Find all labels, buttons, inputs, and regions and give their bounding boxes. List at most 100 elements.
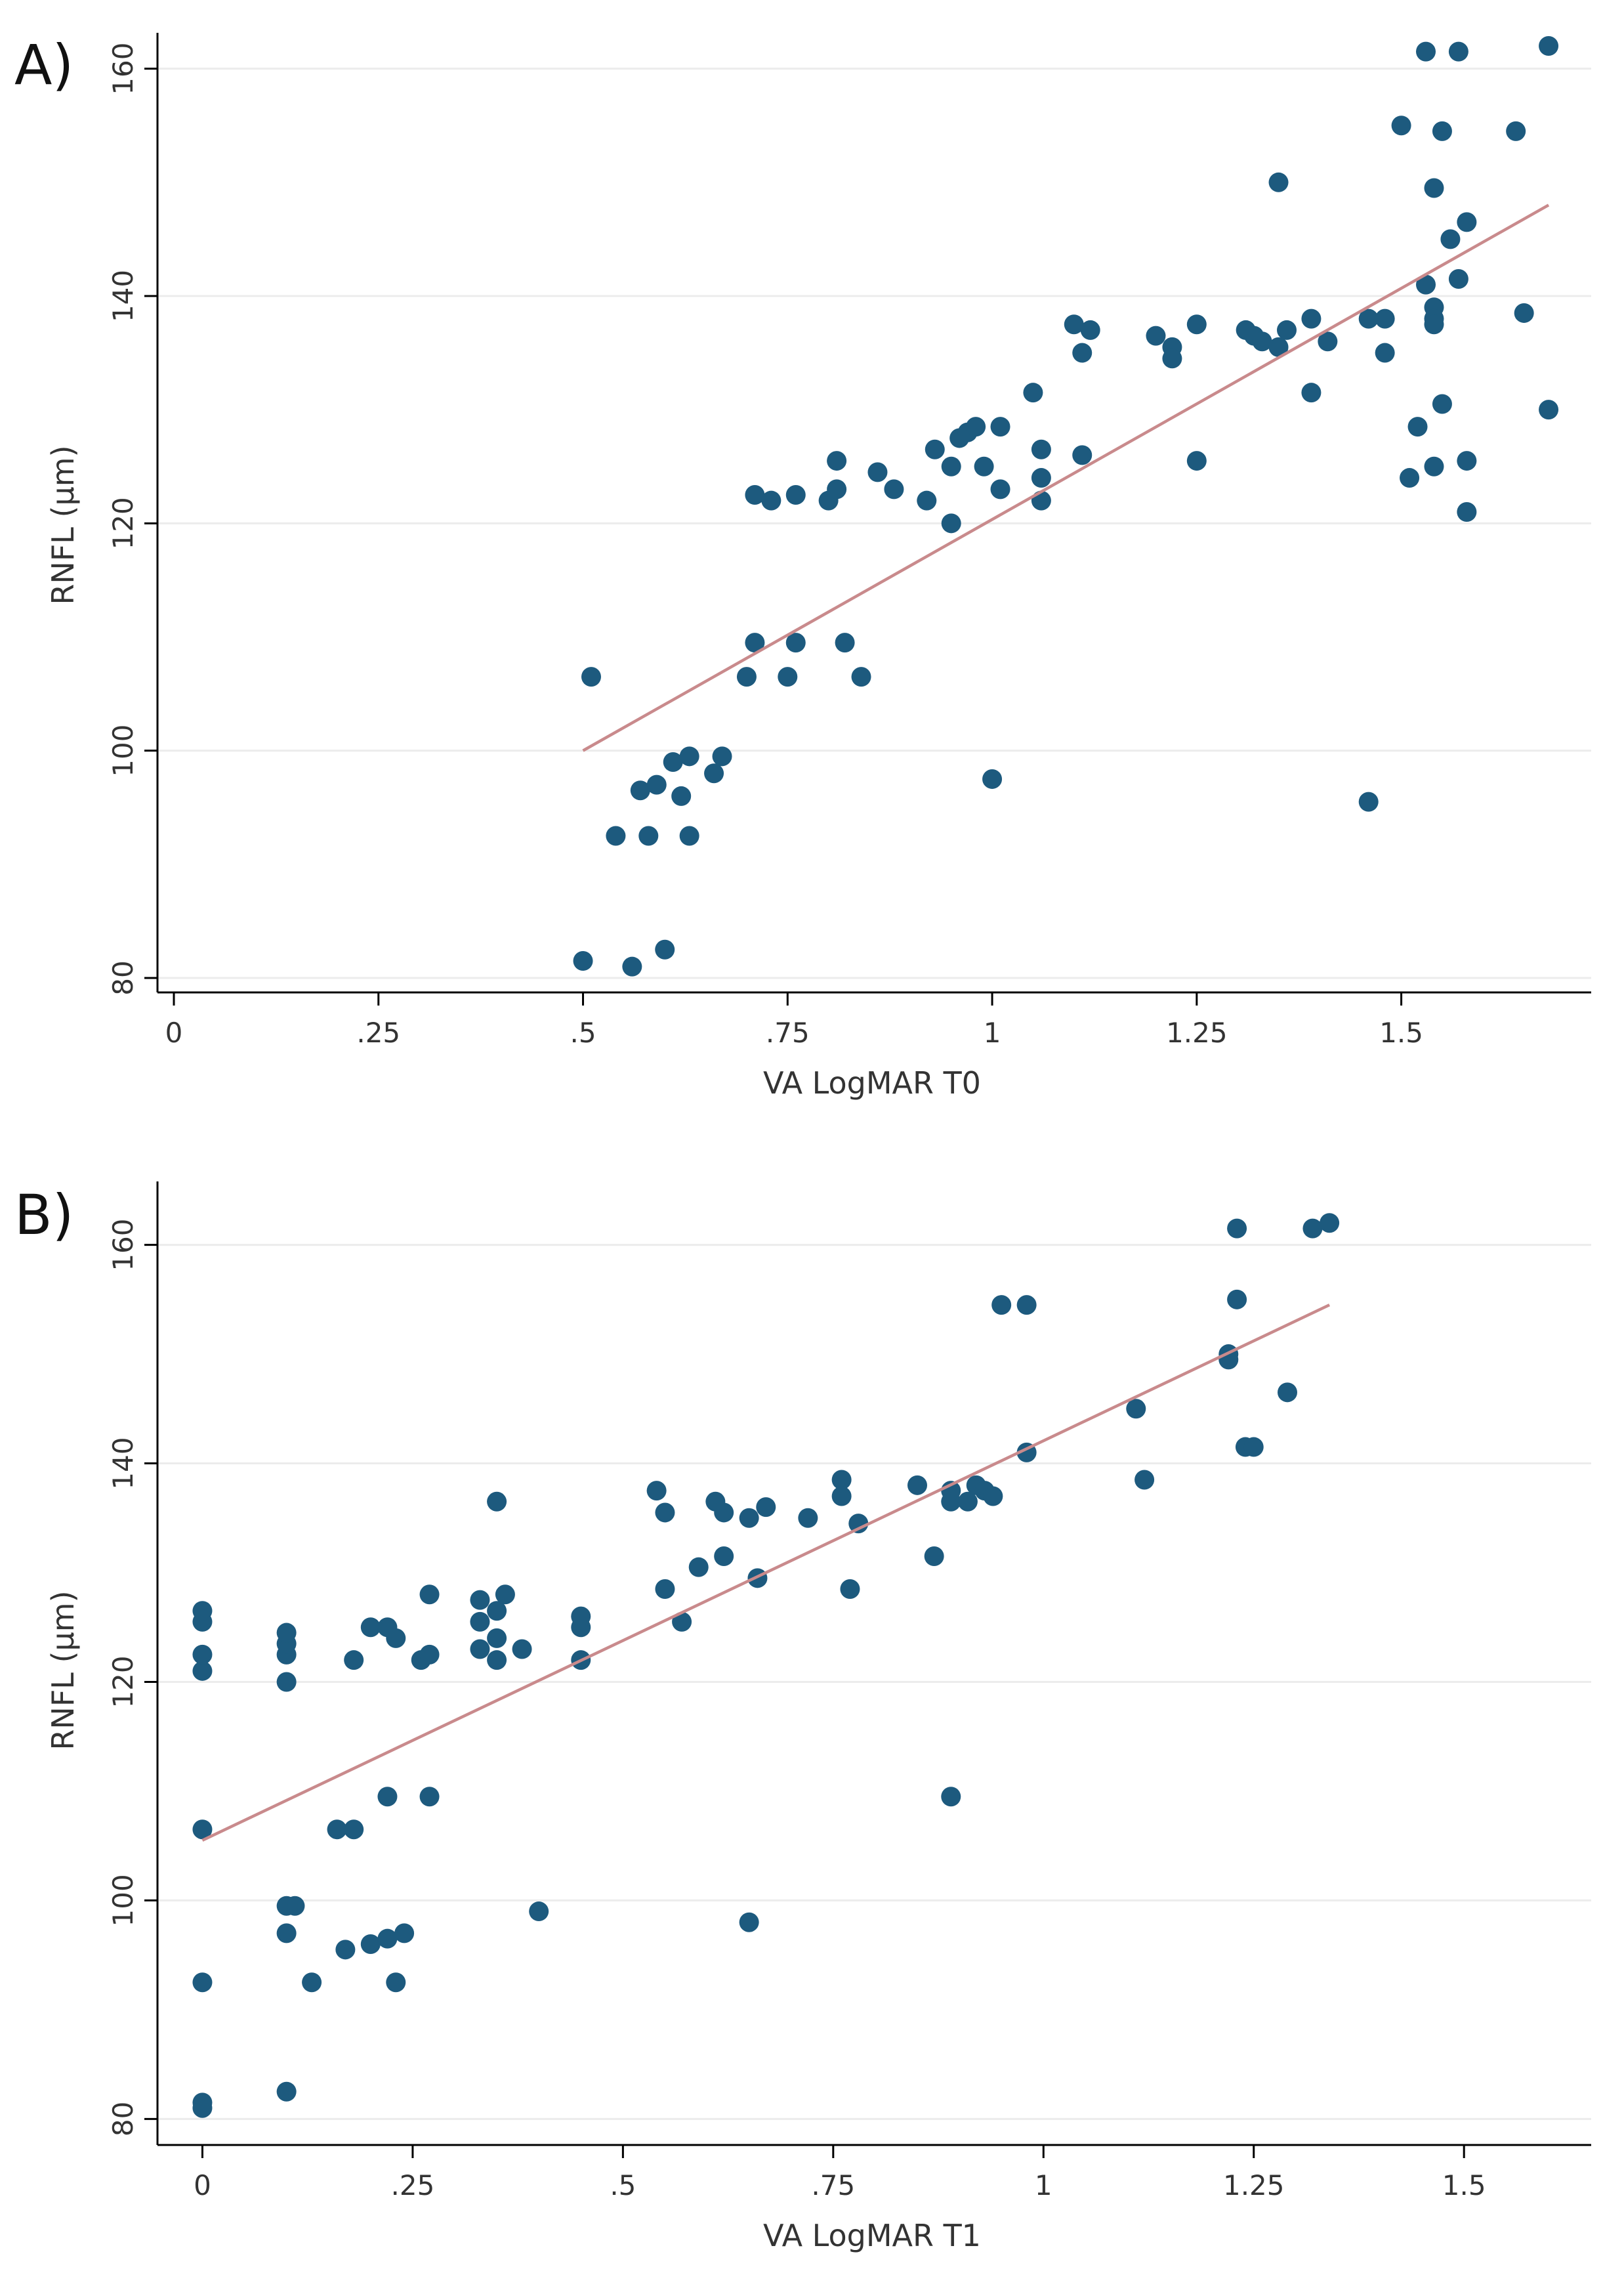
panel-a-point <box>1424 314 1444 335</box>
panel-b-point <box>957 1491 978 1512</box>
panel-a-point <box>1277 320 1297 340</box>
panel-b-point <box>394 1923 415 1943</box>
panel-b-axes <box>156 1181 1591 2146</box>
panel-b-point <box>487 1601 507 1621</box>
panel-b-x-tick-label-0: 0 <box>194 2169 211 2201</box>
scatter-panel-a: A) 0 .25 .5 .75 1 1.25 1.5 80 100 120 140 160 VA L… <box>14 33 1591 1101</box>
panel-a-point <box>704 763 724 784</box>
panel-b-point <box>487 1650 507 1670</box>
panel-a-point <box>679 826 699 846</box>
panel-b-point <box>1302 1218 1323 1239</box>
panel-a-points <box>573 36 1559 977</box>
panel-b-point <box>386 1972 406 1993</box>
panel-b-point <box>495 1584 515 1605</box>
panel-b-point <box>907 1475 927 1495</box>
panel-a-point <box>1448 269 1468 289</box>
panel-b-point <box>470 1611 490 1632</box>
panel-b-point <box>192 1972 213 1993</box>
panel-b-point <box>344 1650 364 1670</box>
panel-a-point <box>778 667 798 687</box>
panel-b-point <box>386 1628 406 1648</box>
panel-a-point <box>835 633 855 653</box>
panel-a-point <box>1318 331 1338 352</box>
panel-b-point <box>714 1502 734 1523</box>
panel-b-point <box>487 1491 507 1512</box>
panel-a-point <box>1424 456 1444 477</box>
panel-a-axes <box>156 33 1591 994</box>
panel-a-point <box>1031 439 1051 459</box>
panel-b-point <box>739 1912 759 1932</box>
panel-b-x-tick-label-1.5: 1.5 <box>1442 2169 1486 2201</box>
panel-a-y-tick-label-140: 140 <box>107 270 139 322</box>
panel-b-point <box>1135 1470 1155 1490</box>
panel-a-point <box>638 826 659 846</box>
panel-b-x-tick-label-.25: .25 <box>391 2169 435 2201</box>
panel-a-point <box>884 479 904 499</box>
panel-a-point <box>655 939 675 960</box>
panel-a-point <box>671 786 692 806</box>
panel-a-gridlines <box>159 68 1591 979</box>
panel-a-point <box>990 417 1010 437</box>
panel-a-x-tick-label-1: 1 <box>984 1017 1001 1049</box>
panel-a-point <box>917 490 937 511</box>
panel-b-point <box>470 1590 490 1610</box>
panel-a-point <box>1072 445 1093 465</box>
panel-b-y-axis-title: RNFL (μm) <box>45 1590 81 1750</box>
panel-b-point <box>655 1502 675 1523</box>
panel-a-point <box>1146 326 1166 346</box>
panel-a-point <box>663 752 683 772</box>
panel-a-point <box>1457 502 1477 522</box>
panel-b-point <box>714 1546 734 1567</box>
panel-b-point <box>335 1940 356 1960</box>
panel-a-point <box>1416 41 1436 62</box>
panel-a-y-tick-label-80: 80 <box>107 960 139 995</box>
panel-b-point <box>571 1606 591 1626</box>
panel-a-y-axis-title: RNFL (μm) <box>45 445 81 605</box>
panel-a-point <box>1375 343 1395 363</box>
panel-a-point <box>1432 394 1452 414</box>
panel-b-point <box>924 1546 944 1567</box>
panel-a-point <box>1358 792 1379 812</box>
panel-a-point <box>1539 36 1559 56</box>
panel-b-x-ticks: 0 .25 .5 .75 1 1.25 1.5 <box>194 2145 1486 2201</box>
panel-a-point <box>581 667 601 687</box>
panel-a-x-axis-title: VA LogMAR T0 <box>763 1065 981 1101</box>
panel-b-point <box>327 1819 347 1840</box>
panel-a-point <box>630 780 650 801</box>
panel-b-point <box>487 1628 507 1648</box>
panel-b-point <box>192 1644 213 1665</box>
panel-a-point <box>974 456 994 477</box>
panel-b-x-tick-label-.5: .5 <box>610 2169 636 2201</box>
panel-a-point <box>736 667 757 687</box>
panel-a-point <box>1252 331 1272 352</box>
panel-a-point <box>1358 308 1379 329</box>
panel-b-points <box>192 1213 1340 2118</box>
panel-b-point <box>983 1486 1003 1506</box>
panel-a-point <box>1432 121 1452 141</box>
panel-a-point <box>966 417 986 437</box>
panel-b-point <box>1320 1213 1340 1233</box>
panel-b-x-tick-label-1.25: 1.25 <box>1223 2169 1285 2201</box>
panel-b-point <box>529 1901 549 1922</box>
panel-a-point <box>745 633 765 653</box>
panel-a-point <box>1440 229 1461 249</box>
panel-b-y-tick-label-120: 120 <box>107 1655 139 1708</box>
panel-a-x-tick-label-.25: .25 <box>356 1017 400 1049</box>
panel-a-label: A) <box>14 33 73 97</box>
panel-b-point <box>377 1787 398 1807</box>
panel-b-point <box>512 1639 532 1659</box>
panel-b-point <box>848 1514 869 1534</box>
panel-b-point <box>655 1579 675 1599</box>
panel-a-point <box>1457 451 1477 471</box>
panel-b-point <box>739 1508 759 1528</box>
panel-b-point <box>831 1470 852 1490</box>
panel-b-y-tick-label-160: 160 <box>107 1219 139 1271</box>
panel-b-point <box>360 1934 381 1954</box>
panel-a-point <box>1268 337 1289 357</box>
panel-a-point <box>712 746 732 767</box>
panel-a-point <box>1186 451 1207 471</box>
panel-b-y-tick-label-140: 140 <box>107 1437 139 1489</box>
panel-b-point <box>756 1497 776 1518</box>
panel-a-point <box>1301 308 1322 329</box>
panel-a-point <box>606 826 626 846</box>
